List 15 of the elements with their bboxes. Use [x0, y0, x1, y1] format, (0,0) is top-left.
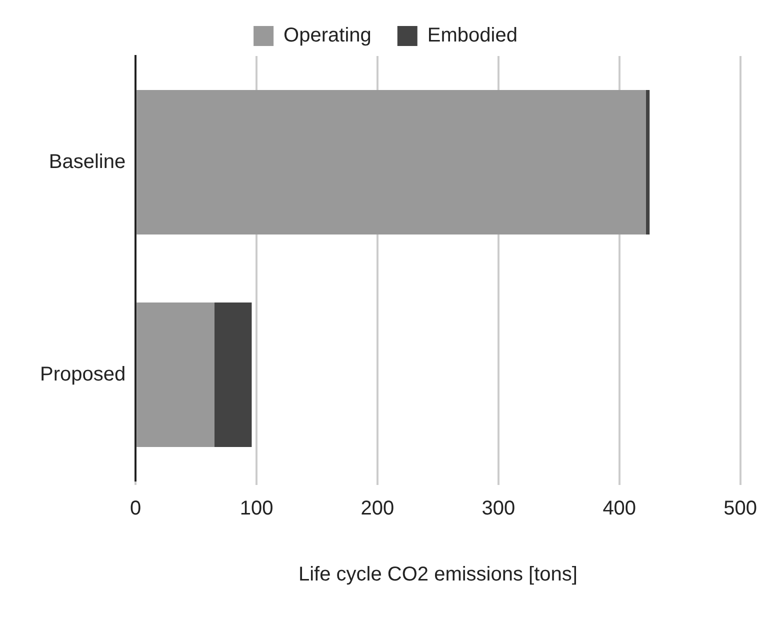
- x-tick-label: 300: [482, 498, 516, 520]
- x-tick-label: 200: [360, 498, 394, 520]
- bar: [214, 302, 252, 447]
- legend-label: Operating: [284, 24, 372, 47]
- y-tick-label: Proposed: [40, 363, 126, 386]
- x-axis-title: Life cycle CO2 emissions [tons]: [298, 564, 578, 586]
- x-tick-label: 100: [240, 498, 274, 520]
- x-tick-label: 0: [130, 498, 142, 520]
- bar: [136, 302, 214, 447]
- legend-label: Embodied: [427, 24, 518, 47]
- bar: [646, 90, 650, 234]
- bar: [136, 90, 646, 234]
- x-tick-label: 400: [602, 498, 636, 520]
- x-tick-label: 500: [724, 498, 758, 520]
- y-tick-label: Baseline: [48, 150, 126, 173]
